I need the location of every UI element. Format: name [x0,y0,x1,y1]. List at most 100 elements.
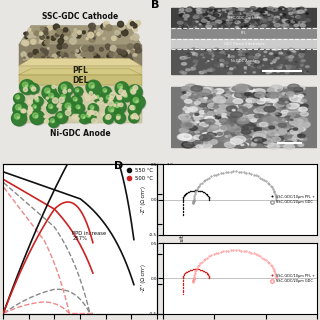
Circle shape [82,31,85,34]
Circle shape [64,28,68,32]
Circle shape [59,92,70,104]
Circle shape [58,114,62,118]
Circle shape [40,32,43,35]
Circle shape [47,25,52,30]
Circle shape [89,29,93,34]
Circle shape [126,50,130,54]
Circle shape [34,35,36,37]
Circle shape [47,103,58,114]
Circle shape [133,98,139,103]
Circle shape [76,52,80,56]
Circle shape [12,112,27,126]
Circle shape [63,101,78,116]
Circle shape [89,36,95,43]
Circle shape [21,52,26,57]
Circle shape [121,50,126,55]
Circle shape [18,108,20,110]
Y-axis label: -Z'' (Ω cm²): -Z'' (Ω cm²) [141,264,146,292]
Circle shape [114,60,116,61]
Circle shape [34,31,39,36]
Circle shape [136,100,138,102]
Circle shape [36,94,38,96]
Polygon shape [19,69,141,75]
Circle shape [28,100,31,103]
Circle shape [29,84,40,95]
Circle shape [74,60,80,66]
Circle shape [105,104,107,106]
Circle shape [72,115,77,119]
Circle shape [132,116,134,118]
Circle shape [135,116,139,119]
Circle shape [33,105,36,108]
Circle shape [105,91,106,92]
Circle shape [103,21,109,27]
Circle shape [118,103,120,105]
Circle shape [128,103,141,116]
Text: Ni-GDC Anode: Ni-GDC Anode [50,129,110,138]
Circle shape [89,24,92,28]
Circle shape [129,104,141,116]
Circle shape [30,110,44,124]
Circle shape [16,95,20,99]
Text: DEL: DEL [72,76,88,84]
Circle shape [34,58,36,60]
Circle shape [14,114,20,119]
Circle shape [68,108,71,111]
Circle shape [63,90,67,93]
Circle shape [44,104,46,106]
Polygon shape [19,45,141,66]
Circle shape [63,97,65,98]
Circle shape [133,108,135,110]
Circle shape [42,41,47,45]
Circle shape [106,115,111,119]
Circle shape [98,58,102,62]
Circle shape [23,57,25,59]
Circle shape [60,93,71,104]
Polygon shape [19,85,141,123]
Circle shape [117,95,122,100]
Circle shape [27,32,33,38]
Circle shape [96,95,99,99]
Circle shape [43,49,48,54]
Circle shape [37,100,38,101]
Circle shape [62,100,77,115]
Circle shape [13,102,28,116]
Circle shape [14,94,25,104]
Circle shape [136,35,138,37]
Circle shape [133,90,135,92]
Circle shape [90,105,94,109]
Circle shape [105,44,110,49]
Circle shape [118,35,121,37]
Circle shape [64,36,68,40]
Circle shape [62,44,68,48]
Circle shape [45,35,51,41]
Circle shape [47,57,49,59]
Circle shape [54,34,58,37]
Circle shape [92,96,96,99]
Circle shape [83,58,85,60]
Circle shape [108,98,110,99]
Circle shape [95,54,98,57]
Circle shape [56,33,59,36]
Circle shape [53,55,59,60]
Circle shape [80,46,86,52]
Circle shape [97,33,100,36]
Circle shape [124,59,128,63]
Circle shape [49,118,60,128]
Circle shape [123,93,132,102]
Circle shape [31,39,36,44]
Circle shape [109,52,114,57]
Circle shape [86,80,101,95]
Circle shape [132,114,137,118]
Circle shape [44,64,47,66]
Circle shape [83,61,86,64]
Circle shape [76,105,80,109]
Circle shape [131,96,146,110]
Circle shape [42,85,56,100]
Circle shape [33,113,38,118]
Circle shape [130,36,133,39]
Circle shape [77,31,81,34]
Circle shape [107,118,108,119]
Circle shape [46,97,48,99]
Circle shape [44,119,49,124]
